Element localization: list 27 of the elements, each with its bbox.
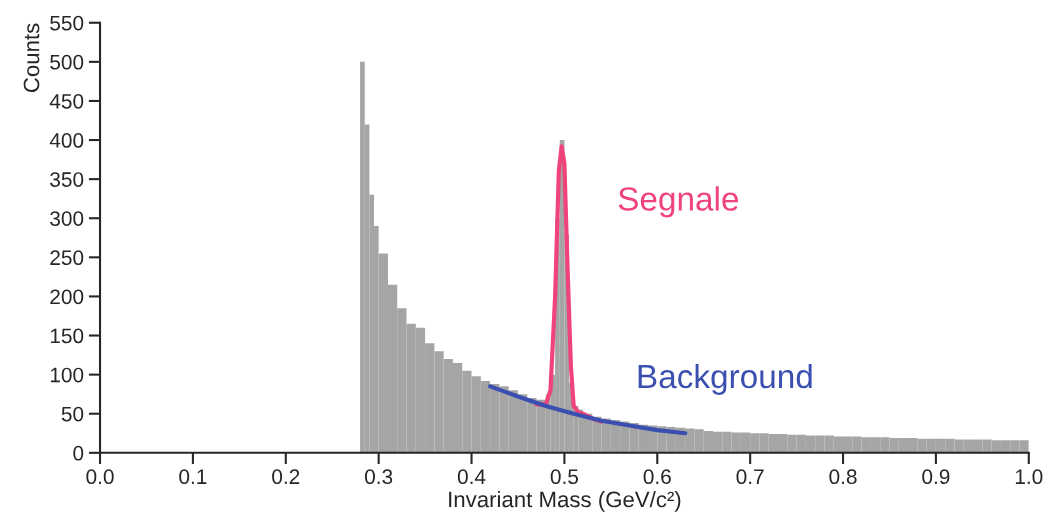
y-axis-title: Counts — [23, 23, 40, 93]
y-tick-label: 250 — [50, 250, 84, 266]
x-tick-label: 0.2 — [272, 469, 300, 485]
y-tick-label: 100 — [50, 367, 84, 383]
x-axis-title: Invariant Mass (GeV/c²) — [449, 490, 681, 512]
y-tick-label: 150 — [50, 328, 84, 344]
x-tick-label: 0.6 — [643, 469, 671, 485]
series-label: Segnale — [618, 186, 739, 218]
x-tick-label: 0.3 — [364, 469, 393, 485]
y-tick-label: 300 — [50, 211, 84, 226]
y-tick-label: 0 — [73, 445, 84, 461]
x-tick-label: 0.0 — [86, 469, 114, 485]
x-tick-label: 0.4 — [457, 469, 486, 485]
series-label: Background — [638, 363, 812, 395]
x-tick-label: 1.0 — [1015, 469, 1043, 485]
x-tick-label: 0.1 — [179, 469, 207, 485]
y-tick-label: 200 — [50, 289, 84, 305]
x-tick-label: 0.9 — [922, 469, 950, 485]
x-tick-label: 0.7 — [736, 469, 764, 485]
y-tick-label: 400 — [49, 133, 84, 148]
y-tick-label: 350 — [50, 172, 84, 187]
x-tick-label: 0.8 — [829, 469, 857, 485]
y-tick-label: 50 — [61, 406, 84, 422]
x-tick-label: 0.5 — [550, 469, 579, 485]
y-tick-label: 450 — [49, 93, 84, 109]
y-tick-label: 550 — [50, 15, 84, 31]
y-tick-label: 500 — [50, 54, 84, 70]
